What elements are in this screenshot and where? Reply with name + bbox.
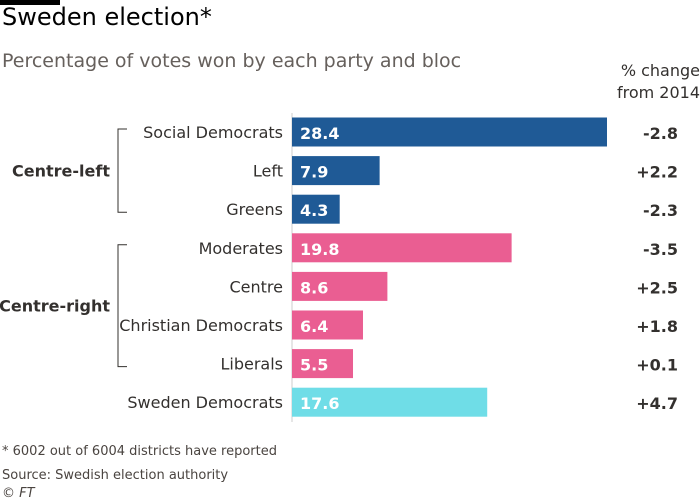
change-column-header: % change from 2014: [560, 60, 700, 104]
bar: [292, 194, 340, 224]
group-bracket: [117, 244, 127, 368]
category-label: Centre: [230, 277, 284, 296]
category-label: Social Democrats: [143, 123, 283, 142]
chart-subtitle: Percentage of votes won by each party an…: [2, 50, 462, 72]
bar: [292, 349, 354, 379]
group-bracket: [117, 128, 127, 213]
chart-title: Sweden election*: [2, 3, 212, 31]
bar: [292, 156, 380, 186]
change-label: +0.1: [636, 356, 678, 375]
bar: [292, 387, 488, 417]
category-label: Liberals: [220, 355, 283, 374]
group-label: Centre-left: [12, 162, 110, 181]
category-label: Sweden Democrats: [127, 393, 283, 412]
change-label: +2.2: [636, 163, 678, 182]
data-label: 8.6: [300, 278, 328, 297]
category-label: Christian Democrats: [119, 316, 283, 335]
data-label: 5.5: [300, 356, 328, 375]
bar: [292, 310, 363, 340]
data-label: 17.6: [300, 394, 339, 413]
change-label: -2.3: [643, 201, 678, 220]
data-label: 6.4: [300, 317, 328, 336]
data-label: 4.3: [300, 201, 328, 220]
change-label: -2.8: [643, 124, 678, 143]
bar: [292, 117, 607, 147]
footnote: * 6002 out of 6004 districts have report…: [2, 444, 277, 459]
change-label: -3.5: [643, 240, 678, 259]
credit: © FT: [2, 486, 35, 501]
top-rule: [0, 0, 60, 5]
source-note: Source: Swedish election authority: [2, 468, 229, 483]
category-label: Left: [253, 162, 283, 181]
change-header-line2: from 2014: [616, 83, 700, 102]
bar: [292, 271, 388, 301]
data-label: 7.9: [300, 163, 328, 182]
category-label: Moderates: [199, 239, 283, 258]
bar: [292, 233, 512, 263]
change-label: +2.5: [636, 278, 678, 297]
change-label: +4.7: [636, 394, 678, 413]
bar-chart: Social Democrats 28.4 -2.8 Left 7.9 +2.2 Green…: [0, 113, 678, 422]
category-label: Greens: [226, 200, 283, 219]
group-label: Centre-right: [0, 297, 110, 316]
change-label: +1.8: [636, 317, 678, 336]
data-label: 28.4: [300, 124, 339, 143]
data-label: 19.8: [300, 240, 339, 259]
change-header-line1: % change: [620, 61, 700, 80]
